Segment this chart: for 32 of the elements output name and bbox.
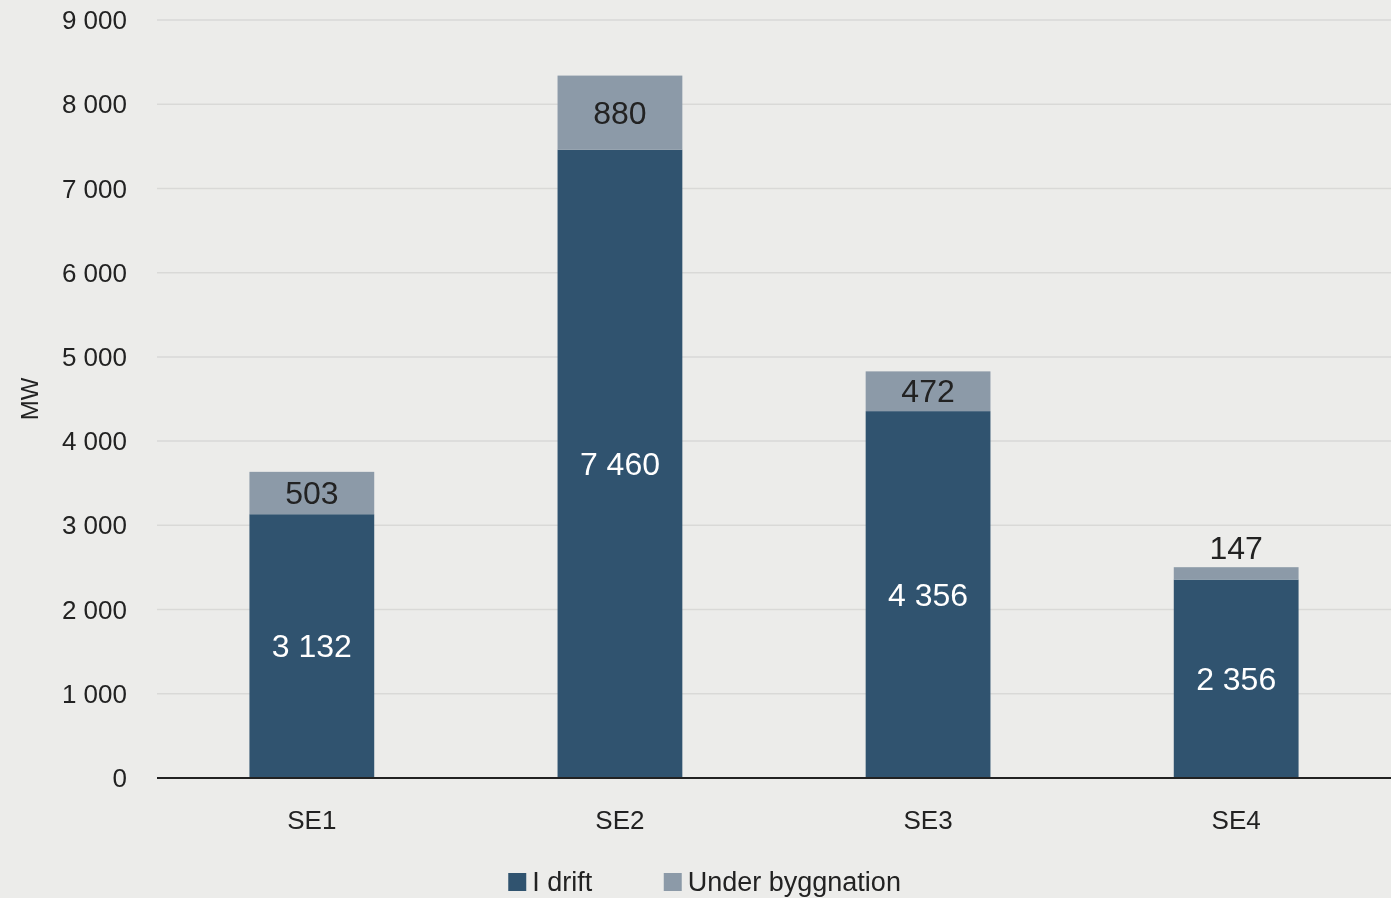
- y-tick-label: 9 000: [61, 5, 127, 36]
- y-tick-label: 0: [112, 763, 127, 794]
- legend-label: Under byggnation: [687, 867, 901, 898]
- y-tick-label: 2 000: [61, 594, 127, 625]
- y-axis-title: MW: [16, 377, 43, 421]
- bar: [865, 371, 991, 412]
- legend-label: I drift: [532, 867, 593, 898]
- bar: [1173, 567, 1299, 580]
- y-tick-label: 4 000: [61, 426, 127, 457]
- bar: [557, 75, 683, 150]
- data-label: 2 356: [1196, 660, 1277, 697]
- bar: [249, 514, 375, 778]
- y-tick-label: 3 000: [61, 510, 127, 541]
- bar: [865, 411, 991, 778]
- x-tick-label: SE2: [595, 805, 645, 836]
- x-tick-label: SE3: [903, 805, 953, 836]
- data-label: 4 356: [888, 576, 969, 613]
- data-label: 3 132: [271, 628, 352, 665]
- data-label: 880: [593, 94, 647, 131]
- data-label: 472: [901, 373, 955, 410]
- bar: [1173, 579, 1299, 778]
- data-label: 503: [285, 475, 339, 512]
- bar: [557, 149, 683, 778]
- data-label: 7 460: [579, 446, 660, 483]
- y-tick-label: 1 000: [61, 678, 127, 709]
- y-tick-label: 7 000: [61, 173, 127, 204]
- y-tick-label: 6 000: [61, 257, 127, 288]
- x-tick-label: SE4: [1211, 805, 1261, 836]
- y-tick-label: 5 000: [61, 341, 127, 372]
- x-tick-label: SE1: [287, 805, 337, 836]
- data-label: 147: [1209, 530, 1263, 567]
- y-tick-label: 8 000: [61, 89, 127, 120]
